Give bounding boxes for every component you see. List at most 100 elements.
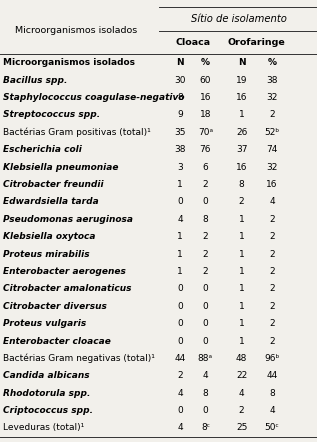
Text: 16: 16 (236, 163, 247, 171)
Text: Orofaringe: Orofaringe (228, 38, 286, 47)
Text: Leveduras (total)¹: Leveduras (total)¹ (3, 423, 84, 432)
Text: 1: 1 (239, 232, 244, 241)
Text: %: % (268, 58, 276, 67)
Text: 44: 44 (174, 354, 186, 363)
Text: Candida albicans: Candida albicans (3, 371, 90, 380)
Text: Rhodotorula spp.: Rhodotorula spp. (3, 389, 91, 398)
Text: 1: 1 (239, 284, 244, 293)
Text: 0: 0 (203, 302, 208, 311)
Text: 1: 1 (239, 302, 244, 311)
Text: 0: 0 (177, 284, 183, 293)
Text: N: N (176, 58, 184, 67)
Text: 32: 32 (266, 93, 278, 102)
Text: 50ᶜ: 50ᶜ (265, 423, 279, 432)
Text: 4: 4 (177, 215, 183, 224)
Text: 38: 38 (266, 76, 278, 84)
Text: Citrobacter amalonaticus: Citrobacter amalonaticus (3, 284, 132, 293)
Text: Staphylococcus coagulase-negativo: Staphylococcus coagulase-negativo (3, 93, 185, 102)
Text: 18: 18 (200, 110, 211, 119)
Text: 1: 1 (239, 215, 244, 224)
Text: 0: 0 (203, 197, 208, 206)
Text: 8ᶜ: 8ᶜ (201, 423, 210, 432)
Text: 74: 74 (266, 145, 278, 154)
Text: Streptococcus spp.: Streptococcus spp. (3, 110, 100, 119)
Text: 1: 1 (239, 110, 244, 119)
Text: 16: 16 (200, 93, 211, 102)
Text: 2: 2 (239, 197, 244, 206)
Text: 0: 0 (203, 336, 208, 346)
Text: Microorganismos isolados: Microorganismos isolados (3, 58, 135, 67)
Text: 1: 1 (177, 180, 183, 189)
Text: 2: 2 (269, 250, 275, 259)
Text: 70ᵃ: 70ᵃ (198, 128, 213, 137)
Text: 4: 4 (177, 389, 183, 398)
Text: 0: 0 (177, 406, 183, 415)
Text: 38: 38 (174, 145, 186, 154)
Text: 1: 1 (239, 250, 244, 259)
Text: 2: 2 (203, 180, 208, 189)
Text: Microorganismos isolados: Microorganismos isolados (15, 26, 137, 35)
Text: 8: 8 (203, 389, 208, 398)
Text: 2: 2 (269, 284, 275, 293)
Text: 88ᵃ: 88ᵃ (198, 354, 213, 363)
Text: 1: 1 (239, 336, 244, 346)
Text: Sítio de isolamento: Sítio de isolamento (191, 14, 287, 24)
Text: 2: 2 (203, 250, 208, 259)
Text: 0: 0 (203, 319, 208, 328)
Text: 9: 9 (177, 110, 183, 119)
Text: 4: 4 (203, 371, 208, 380)
Text: 60: 60 (200, 76, 211, 84)
Text: 52ᵇ: 52ᵇ (264, 128, 280, 137)
Text: 6: 6 (203, 163, 208, 171)
Text: 1: 1 (239, 319, 244, 328)
Text: Pseudomonas aeruginosa: Pseudomonas aeruginosa (3, 215, 133, 224)
Text: 0: 0 (203, 284, 208, 293)
Text: Klebsiella pneumoniae: Klebsiella pneumoniae (3, 163, 119, 171)
Text: 4: 4 (177, 423, 183, 432)
Text: Klebsiella oxytoca: Klebsiella oxytoca (3, 232, 96, 241)
Text: 0: 0 (177, 319, 183, 328)
Text: 16: 16 (266, 180, 278, 189)
Text: 96ᵇ: 96ᵇ (264, 354, 280, 363)
Text: 4: 4 (269, 197, 275, 206)
Text: 0: 0 (177, 302, 183, 311)
Text: 0: 0 (177, 197, 183, 206)
Text: 2: 2 (269, 302, 275, 311)
Text: N: N (238, 58, 245, 67)
Text: 2: 2 (269, 232, 275, 241)
Text: 2: 2 (203, 267, 208, 276)
Text: Criptococcus spp.: Criptococcus spp. (3, 406, 93, 415)
Text: 26: 26 (236, 128, 247, 137)
Text: 1: 1 (239, 267, 244, 276)
Text: Enterobacter aerogenes: Enterobacter aerogenes (3, 267, 126, 276)
Text: 2: 2 (203, 232, 208, 241)
Text: 8: 8 (177, 93, 183, 102)
Text: 1: 1 (177, 250, 183, 259)
Text: %: % (201, 58, 210, 67)
Text: 1: 1 (177, 267, 183, 276)
Text: Citrobacter diversus: Citrobacter diversus (3, 302, 107, 311)
Text: 2: 2 (269, 319, 275, 328)
Text: 3: 3 (177, 163, 183, 171)
Text: 2: 2 (239, 406, 244, 415)
Text: Cloaca: Cloaca (175, 38, 210, 47)
Text: 48: 48 (236, 354, 247, 363)
Text: 22: 22 (236, 371, 247, 380)
Text: 2: 2 (269, 336, 275, 346)
Text: 35: 35 (174, 128, 186, 137)
Text: Proteus mirabilis: Proteus mirabilis (3, 250, 90, 259)
Text: Bactérias Gram negativas (total)¹: Bactérias Gram negativas (total)¹ (3, 354, 155, 363)
Text: 4: 4 (269, 406, 275, 415)
Text: 0: 0 (203, 406, 208, 415)
Text: Escherichia coli: Escherichia coli (3, 145, 82, 154)
Text: 2: 2 (177, 371, 183, 380)
Text: 76: 76 (200, 145, 211, 154)
Text: 1: 1 (177, 232, 183, 241)
Text: 8: 8 (203, 215, 208, 224)
Text: 32: 32 (266, 163, 278, 171)
Text: Proteus vulgaris: Proteus vulgaris (3, 319, 87, 328)
Text: 2: 2 (269, 215, 275, 224)
Text: Citrobacter freundii: Citrobacter freundii (3, 180, 104, 189)
Text: 19: 19 (236, 76, 247, 84)
Text: 16: 16 (236, 93, 247, 102)
